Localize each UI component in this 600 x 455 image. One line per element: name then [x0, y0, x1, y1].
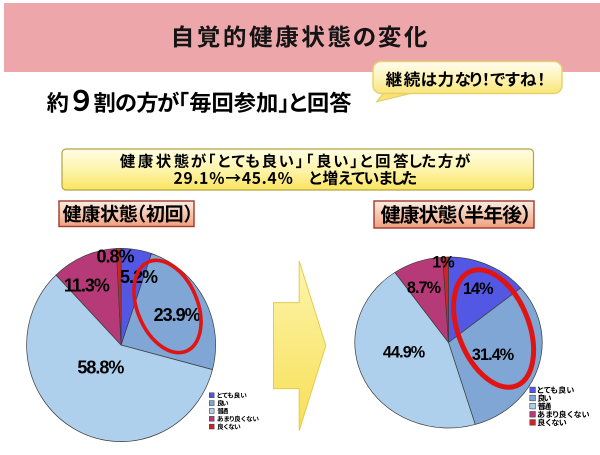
- svg-text:44.9%: 44.9%: [383, 344, 425, 362]
- svg-text:1%: 1%: [432, 254, 454, 272]
- svg-text:58.8%: 58.8%: [77, 357, 124, 377]
- svg-text:5.2%: 5.2%: [120, 267, 158, 287]
- svg-text:14%: 14%: [463, 280, 493, 298]
- svg-text:0.8%: 0.8%: [96, 246, 134, 266]
- svg-text:11.3%: 11.3%: [64, 275, 110, 295]
- svg-text:8.7%: 8.7%: [407, 279, 441, 297]
- svg-text:31.4%: 31.4%: [472, 346, 514, 364]
- svg-text:23.9%: 23.9%: [154, 305, 201, 325]
